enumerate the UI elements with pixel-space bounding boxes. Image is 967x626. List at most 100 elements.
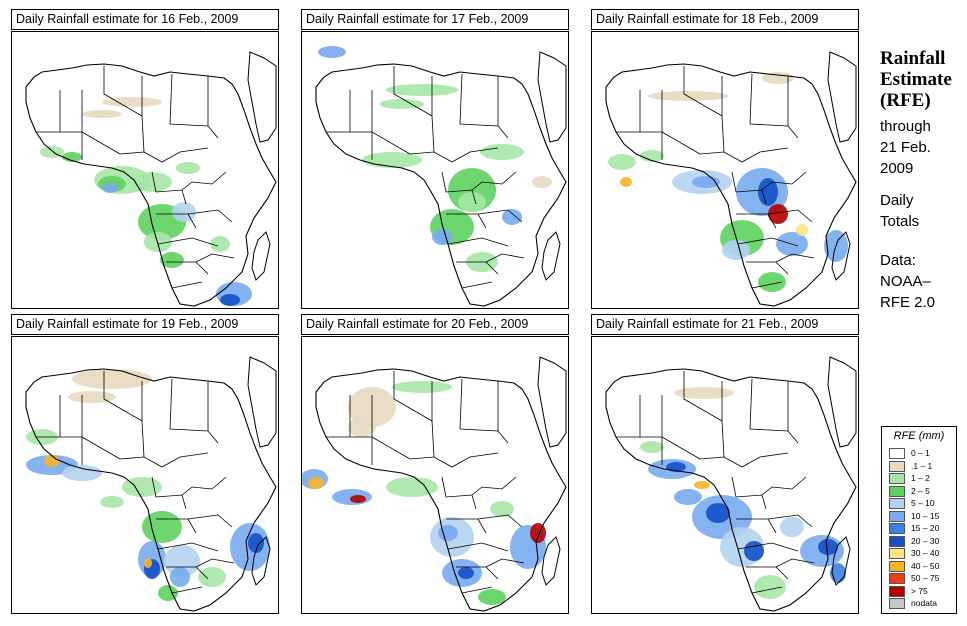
rainfall-area [458,567,474,579]
arabia-coastline [537,356,567,448]
country-border [471,476,517,496]
rfe-panel-2: Daily Rainfall estimate for 17 Feb., 200… [301,9,571,309]
legend-label: 30 – 40 [911,548,940,558]
country-border [171,281,203,289]
rainfall-area [796,224,808,236]
legend-swatch [889,573,905,584]
country-border [721,381,725,458]
country-border [461,281,493,289]
arabia-coastline [827,51,857,143]
legend-label: 20 – 30 [911,535,940,546]
legend-label: nodata [911,598,937,608]
country-border [749,73,789,127]
rainfall-area [608,154,636,170]
country-border [485,558,525,568]
africa-coastline [605,63,857,307]
country-border [447,542,509,552]
rainfall-area [248,533,264,553]
country-border [461,586,493,594]
country-border [787,76,799,139]
rainfall-area [674,489,702,505]
arabia-coastline [247,356,277,448]
legend-swatch [889,560,905,572]
country-border [731,171,767,205]
rainfall-area [308,477,324,489]
country-border [485,253,525,263]
rainfall-area [164,545,200,577]
rainfall-map-16-feb [11,31,279,309]
country-border [103,66,143,117]
panel-title: Daily Rainfall estimate for 21 Feb., 200… [591,314,859,335]
madagascar-outline [541,231,561,281]
rainfall-area [438,525,458,541]
rainfall-area [68,391,116,403]
rainfall-area [100,496,124,508]
rainfall-area [640,441,664,453]
rainfall-area [176,162,200,174]
country-border [683,371,723,422]
legend-label: 50 – 75 [911,573,940,583]
rainfall-area [432,229,452,245]
rainfall-area [744,541,764,561]
legend-swatch [889,523,905,534]
country-border [787,381,799,444]
africa-map [605,356,857,612]
legend-label: 15 – 20 [911,523,940,533]
rfe-panel-5: Daily Rainfall estimate for 20 Feb., 200… [301,314,571,614]
legend-swatch [889,498,905,509]
country-border [737,237,799,247]
country-border [441,476,477,510]
rainfall-map-19-feb [11,336,279,614]
country-border [471,171,517,191]
rainfall-area [502,209,522,225]
country-border [751,281,783,289]
rainfall-area [172,202,196,222]
rainfall-area [392,381,452,393]
country-border [169,378,209,432]
rainfall-area [102,183,118,193]
rfe-panel-6: Daily Rainfall estimate for 21 Feb., 200… [591,314,861,614]
rainfall-area [694,481,710,489]
rainfall-area [220,294,240,306]
rainfall-area [386,477,438,497]
country-border [171,586,203,594]
legend-swatch [889,585,905,597]
totals-line: Totals [880,213,920,230]
rainfall-area [530,523,546,543]
country-border [371,90,411,155]
legend-label: > 75 [911,585,928,596]
country-border [447,237,509,247]
rainfall-area [348,417,376,437]
country-border [731,476,767,510]
country-border [767,209,813,223]
rainfall-area [380,99,424,109]
madagascar-outline [831,536,851,586]
country-border [775,558,815,568]
rainfall-area [72,369,152,389]
title-line: (RFE) [880,90,931,111]
country-border [749,378,789,432]
country-border [103,371,143,422]
madagascar-outline [251,231,271,281]
country-border [195,558,235,568]
rainfall-area [198,567,226,587]
rainfall-area [144,232,172,252]
country-border [141,381,145,458]
rainfall-area [102,97,162,107]
country-border [459,73,499,127]
rfe-legend: RFE (mm) 0 – 1 .1 – 1 1 – 2 2 – 5 5 – 10 10 –… [881,426,957,614]
country-border [459,378,499,432]
country-border [497,76,509,139]
country-border [477,514,523,528]
legend-label: 5 – 10 [911,498,935,508]
through-label: through [880,118,931,135]
legend-label: .1 – 1 [911,460,933,471]
country-border [661,90,701,155]
country-border [207,76,219,139]
madagascar-outline [541,536,561,586]
rainfall-area [62,152,82,162]
legend-swatch [889,548,905,559]
through-year: 2009 [880,160,914,177]
country-border [119,147,209,163]
totals-line: Daily [880,192,914,209]
